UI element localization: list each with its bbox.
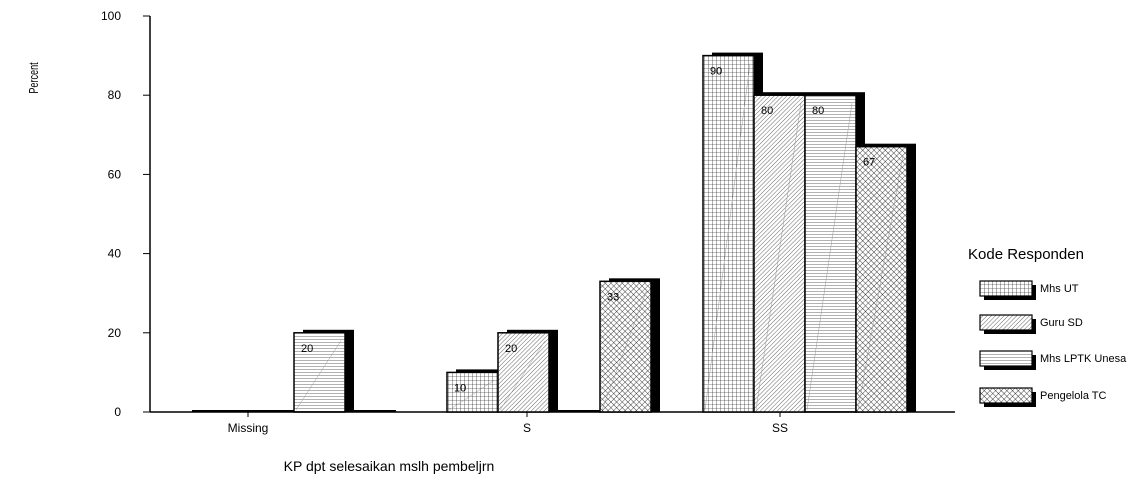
data-label: 80 xyxy=(761,105,773,117)
bar xyxy=(702,54,755,413)
data-label: 20 xyxy=(505,343,517,355)
bar-accent xyxy=(755,103,802,411)
bar-accent xyxy=(295,340,342,411)
y-axis-title: Percent xyxy=(28,62,42,94)
x-categories: Missing S SS xyxy=(228,412,788,435)
bar-accent xyxy=(857,154,904,411)
bar-accent xyxy=(601,289,648,411)
legend-label: Pengelola TC xyxy=(1040,390,1107,402)
legend-items: Mhs UT Guru SD Mhs LPTK Unesa Pengelola TC xyxy=(979,280,1127,407)
x-tick-label: SS xyxy=(772,421,788,435)
y-ticks: 0 20 40 60 80 100 xyxy=(101,9,150,419)
bar xyxy=(804,94,857,413)
data-label: 80 xyxy=(812,105,824,117)
bar xyxy=(446,371,499,413)
y-tick-label: 80 xyxy=(108,88,122,102)
y-tick-label: 20 xyxy=(108,326,122,340)
legend-label: Guru SD xyxy=(1040,317,1083,329)
legend-label: Mhs UT xyxy=(1040,283,1079,295)
legend-swatch xyxy=(979,387,1033,404)
y-axis: 0 20 40 60 80 100 xyxy=(101,9,151,419)
y-tick-label: 100 xyxy=(101,9,121,23)
bar-accent xyxy=(499,340,546,411)
data-label: 20 xyxy=(301,343,313,355)
y-tick-label: 0 xyxy=(114,405,121,419)
x-tick-label: S xyxy=(523,421,531,435)
y-tick-label: 60 xyxy=(108,167,122,181)
data-label: 33 xyxy=(607,291,619,303)
legend-swatch xyxy=(979,350,1033,367)
bar-accent xyxy=(448,380,495,411)
bar xyxy=(293,332,346,413)
bar xyxy=(753,94,806,413)
data-label: 10 xyxy=(454,382,466,394)
legend: Kode Responden Mhs UT Guru SD Mhs LPTK Une… xyxy=(968,246,1127,407)
data-label: 67 xyxy=(863,157,875,169)
legend-label: Mhs LPTK Unesa xyxy=(1040,353,1127,365)
bar-accent xyxy=(704,63,751,411)
x-axis-title: KP dpt selesaikan mslh pembeljrn xyxy=(284,458,495,474)
bar xyxy=(855,145,908,413)
bar-accent xyxy=(806,103,853,411)
legend-swatch xyxy=(979,314,1033,331)
y-tick-label: 40 xyxy=(108,247,122,261)
data-label: 90 xyxy=(710,66,722,78)
bar xyxy=(497,332,550,413)
legend-swatch xyxy=(979,280,1033,297)
x-tick-label: Missing xyxy=(228,421,269,435)
bars: 20 10 20 33 90 80 80 67 xyxy=(192,52,916,413)
legend-title: Kode Responden xyxy=(968,246,1084,263)
